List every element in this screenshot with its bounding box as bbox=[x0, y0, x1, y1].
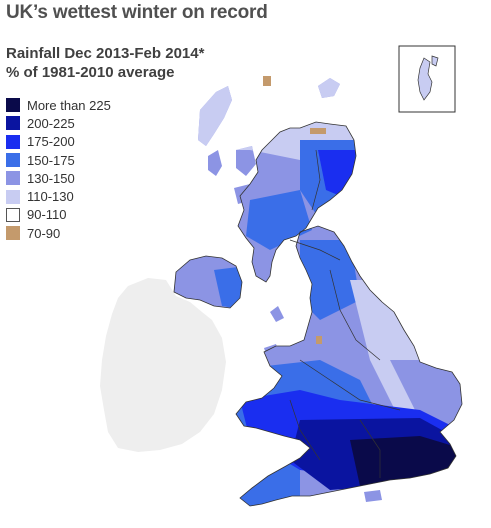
legend-swatch bbox=[6, 116, 20, 131]
region-boundaries bbox=[289, 149, 401, 478]
legend-swatch bbox=[6, 153, 20, 168]
subtitle-line-1: Rainfall Dec 2013-Feb 2014* bbox=[6, 45, 205, 62]
map-subtitle: Rainfall Dec 2013-Feb 2014* % of 1981-20… bbox=[6, 44, 204, 82]
legend-label: 110-130 bbox=[27, 189, 74, 205]
shetland-islands bbox=[431, 55, 439, 67]
legend-swatch bbox=[6, 189, 20, 204]
legend-label: 130-150 bbox=[27, 170, 75, 186]
shetland-islands bbox=[417, 57, 433, 101]
legend: More than 225 200-225 175-200 150-175 13… bbox=[6, 96, 111, 242]
legend-label: 150-175 bbox=[27, 152, 75, 168]
map-title: UK’s wettest winter on record bbox=[6, 2, 268, 23]
dry-patch bbox=[316, 336, 322, 344]
legend-swatch bbox=[6, 171, 20, 186]
legend-item: 150-175 bbox=[6, 151, 111, 169]
legend-label: 70-90 bbox=[27, 225, 61, 241]
legend-item: 70-90 bbox=[6, 224, 111, 242]
legend-item: 130-150 bbox=[6, 169, 111, 187]
legend-swatch bbox=[6, 98, 20, 113]
legend-item: 200-225 bbox=[6, 114, 111, 132]
legend-item: 175-200 bbox=[6, 133, 111, 151]
legend-item: 90-110 bbox=[6, 206, 111, 224]
ireland-landmass bbox=[100, 278, 226, 452]
legend-item: 110-130 bbox=[6, 187, 111, 205]
legend-swatch bbox=[6, 226, 20, 241]
legend-label: 175-200 bbox=[27, 134, 75, 150]
legend-label: More than 225 bbox=[27, 97, 111, 113]
dry-patch bbox=[310, 128, 326, 134]
coastline bbox=[173, 121, 463, 507]
dry-patch bbox=[263, 76, 271, 86]
legend-label: 90-110 bbox=[27, 207, 67, 223]
legend-swatch bbox=[6, 207, 20, 222]
subtitle-line-2: % of 1981-2010 average bbox=[6, 64, 175, 81]
legend-swatch bbox=[6, 134, 20, 149]
legend-label: 200-225 bbox=[27, 115, 75, 131]
legend-item: More than 225 bbox=[6, 96, 111, 114]
